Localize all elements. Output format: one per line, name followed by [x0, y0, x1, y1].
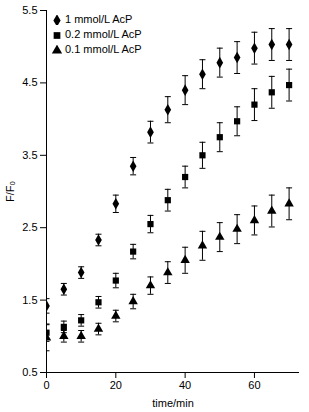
html-text:0.2 mmol/L AcP: 0.2 mmol/L AcP: [65, 28, 142, 40]
svg-text:3.5: 3.5: [22, 149, 37, 161]
svg-text:60: 60: [248, 379, 260, 391]
svg-text:5.5: 5.5: [22, 4, 37, 16]
svg-text:2.5: 2.5: [22, 221, 37, 233]
svg-text:time/min: time/min: [152, 397, 194, 409]
html-text:1 mmol/L AcP: 1 mmol/L AcP: [65, 13, 133, 25]
svg-text:40: 40: [179, 379, 191, 391]
html-text:0.1 mmol/L AcP: 0.1 mmol/L AcP: [65, 43, 142, 55]
svg-text:4.5: 4.5: [22, 76, 37, 88]
svg-text:0: 0: [43, 379, 49, 391]
svg-text:20: 20: [110, 379, 122, 391]
svg-text:0.5: 0.5: [22, 366, 37, 378]
svg-text:1.5: 1.5: [22, 294, 37, 306]
svg-text:F/F₀: F/F₀: [4, 181, 16, 202]
